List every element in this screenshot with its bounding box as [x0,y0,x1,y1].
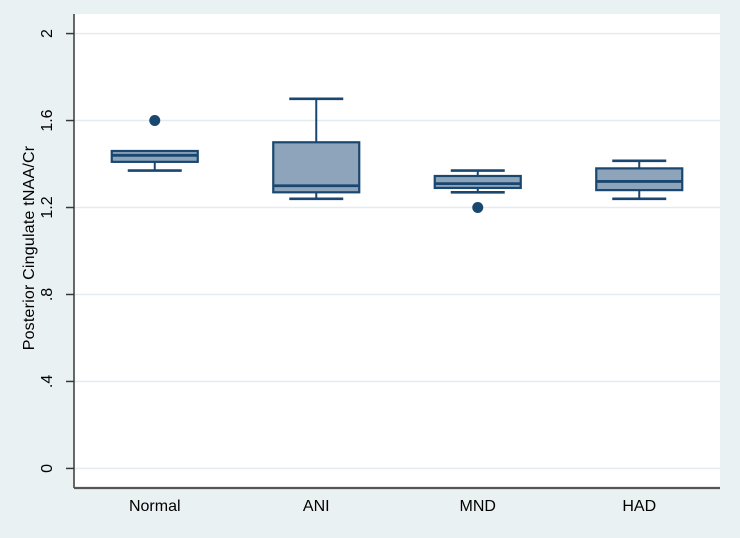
y-tick-label: 2 [39,29,56,38]
iqr-box-mnd [433,174,522,190]
iqr-box-had [595,167,684,192]
y-axis-title: Posterior Cingulate tNAA/Cr [21,145,38,351]
y-tick-label: 0 [39,464,56,473]
x-category-label-normal: Normal [129,498,181,515]
y-tick-label: 1.6 [39,109,56,131]
y-tick-label: .4 [39,375,56,388]
x-category-label-mnd: MND [460,498,496,515]
plot-area [74,14,720,488]
y-tick-label: .8 [39,288,56,301]
x-category-label-had: HAD [622,498,656,515]
iqr-box-ani [272,141,361,194]
y-tick-label: 1.2 [39,196,56,218]
x-category-label-ani: ANI [303,498,330,515]
outlier-dot-normal [149,115,161,127]
outlier-dot-mnd [472,202,484,214]
